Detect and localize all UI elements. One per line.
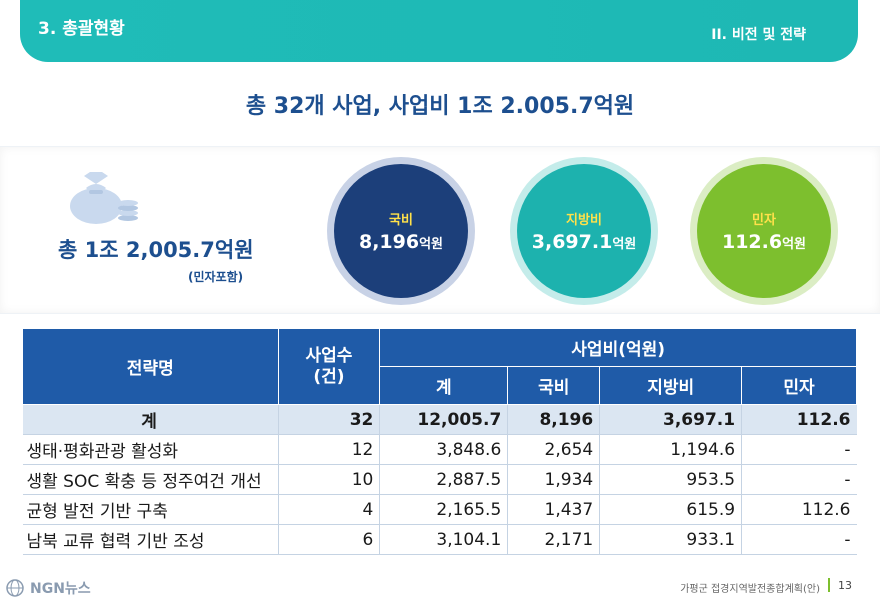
cell-private: 112.6: [741, 494, 857, 525]
local-fund-value: 3,697.1억원: [531, 231, 637, 253]
page-number: 13: [838, 579, 852, 592]
logo-name: NGN뉴스: [30, 581, 91, 597]
cell-name: 계: [22, 404, 279, 435]
cell-sum: 3,104.1: [379, 524, 508, 555]
cell-count: 6: [277, 524, 380, 555]
footer-divider: [828, 578, 830, 592]
cell-local: 933.1: [599, 524, 742, 555]
total-budget: 총 1조 2,005.7억원: [58, 238, 254, 262]
cell-sum: 2,165.5: [379, 494, 508, 525]
total-note: (민자포함): [188, 270, 244, 284]
cell-national: 8,196: [507, 404, 600, 435]
globe-icon: [6, 579, 24, 597]
cell-local: 1,194.6: [599, 434, 742, 465]
national-fund-label: 국비: [389, 213, 413, 228]
table-row: 균형 발전 기반 구축 4 2,165.5 1,437 615.9 112.6: [22, 494, 857, 525]
headline: 총 32개 사업, 사업비 1조 2.005.7억원: [245, 94, 635, 119]
cell-name: 균형 발전 기반 구축: [22, 494, 279, 525]
private-fund-label: 민자: [752, 213, 776, 228]
cell-national: 1,437: [507, 494, 600, 525]
cell-name: 남북 교류 협력 기반 조성: [22, 524, 279, 555]
local-fund-label: 지방비: [566, 213, 602, 228]
cell-private: -: [741, 464, 857, 495]
footer-logo: NGN뉴스: [4, 578, 91, 598]
cell-sum: 12,005.7: [379, 404, 508, 435]
table-row: 남북 교류 협력 기반 조성 6 3,104.1 2,171 933.1 -: [22, 524, 857, 555]
cell-count: 12: [277, 434, 380, 465]
cell-sum: 3,848.6: [379, 434, 508, 465]
budget-table: 전략명 사업수 (건) 사업비(억원) 계 국비 지방비 민자 계 32 12,…: [22, 328, 857, 555]
private-fund-value: 112.6억원: [721, 231, 807, 253]
cell-name: 생활 SOC 확충 등 정주여건 개선: [22, 464, 279, 495]
table-row: 생활 SOC 확충 등 정주여건 개선 10 2,887.5 1,934 953…: [22, 464, 857, 495]
header-local: 지방비: [599, 366, 743, 405]
cell-sum: 2,887.5: [379, 464, 508, 495]
national-fund-value: 8,196억원: [358, 231, 444, 253]
local-fund-circle: 지방비 3,697.1억원: [517, 164, 651, 298]
table-row: 생태·평화관광 활성화 12 3,848.6 2,654 1,194.6 -: [22, 434, 857, 465]
header-strategy: 전략명: [22, 328, 279, 405]
national-fund-circle: 국비 8,196억원: [334, 164, 468, 298]
cell-national: 2,654: [507, 434, 600, 465]
cell-local: 615.9: [599, 494, 742, 525]
header-national: 국비: [507, 366, 601, 405]
private-fund-circle: 민자 112.6억원: [697, 164, 831, 298]
header-banner: 3. 총괄현황 II. 비전 및 전략: [20, 0, 858, 62]
table-total-row: 계 32 12,005.7 8,196 3,697.1 112.6: [22, 404, 857, 435]
chapter-title: II. 비전 및 전략: [711, 27, 806, 43]
cell-count: 32: [277, 404, 380, 435]
cell-national: 2,171: [507, 524, 600, 555]
section-title: 3. 총괄현황: [38, 19, 125, 39]
header-projects: 사업수 (건): [277, 328, 381, 405]
money-bag-icon: [70, 172, 138, 224]
cell-local: 953.5: [599, 464, 742, 495]
cell-count: 10: [277, 464, 380, 495]
cell-national: 1,934: [507, 464, 600, 495]
header-private: 민자: [741, 366, 857, 405]
cell-count: 4: [277, 494, 380, 525]
header-budget: 사업비(억원): [379, 328, 857, 367]
cell-private: -: [741, 524, 857, 555]
cell-name: 생태·평화관광 활성화: [22, 434, 279, 465]
footer-document-title: 가평군 접경지역발전종합계획(안): [680, 584, 820, 595]
cell-private: -: [741, 434, 857, 465]
cell-local: 3,697.1: [599, 404, 742, 435]
header-sum: 계: [379, 366, 509, 405]
cell-private: 112.6: [741, 404, 857, 435]
